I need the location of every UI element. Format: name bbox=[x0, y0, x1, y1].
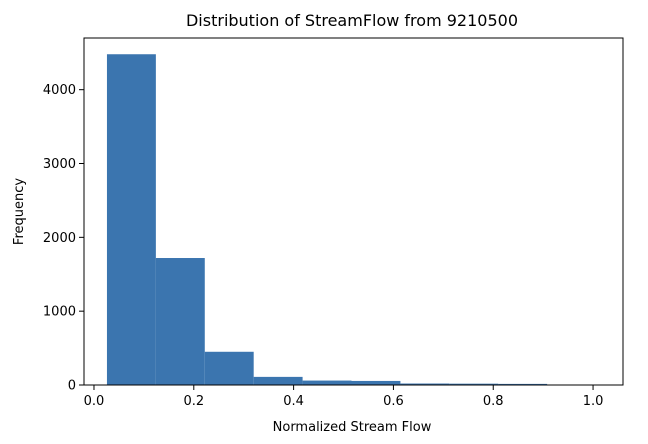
x-axis-label: Normalized Stream Flow bbox=[273, 420, 432, 435]
y-tick-label-4: 4000 bbox=[43, 83, 76, 98]
histogram-bars bbox=[106, 54, 548, 385]
histogram-bar-7 bbox=[449, 383, 499, 385]
histogram-bar-5 bbox=[351, 380, 401, 385]
x-tick-label-3: 0.6 bbox=[383, 394, 404, 409]
x-tick-label-1: 0.2 bbox=[183, 394, 204, 409]
y-tick-label-1: 1000 bbox=[43, 305, 76, 320]
y-tick-label-3: 3000 bbox=[43, 157, 76, 172]
plot-frame bbox=[83, 37, 624, 386]
histogram-bar-1 bbox=[155, 258, 205, 385]
y-axis-ticks: 0 1000 2000 3000 4000 bbox=[43, 83, 84, 394]
y-tick-label-2: 2000 bbox=[43, 231, 76, 246]
x-tick-label-2: 0.4 bbox=[283, 394, 304, 409]
histogram-bar-6 bbox=[400, 383, 450, 385]
histogram-bar-3 bbox=[253, 376, 303, 385]
histogram-bar-2 bbox=[204, 351, 254, 385]
x-tick-label-4: 0.8 bbox=[483, 394, 504, 409]
y-axis-label: Frequency bbox=[12, 178, 27, 245]
histogram-bar-4 bbox=[302, 380, 352, 385]
y-tick-label-0: 0 bbox=[68, 379, 76, 394]
chart-title: Distribution of StreamFlow from 9210500 bbox=[186, 11, 518, 30]
x-tick-label-5: 1.0 bbox=[583, 394, 604, 409]
histogram-bar-8 bbox=[498, 383, 548, 385]
x-axis-ticks: 0.0 0.2 0.4 0.6 0.8 1.0 bbox=[84, 385, 604, 409]
x-tick-label-0: 0.0 bbox=[84, 394, 105, 409]
histogram-bar-0 bbox=[106, 54, 156, 385]
